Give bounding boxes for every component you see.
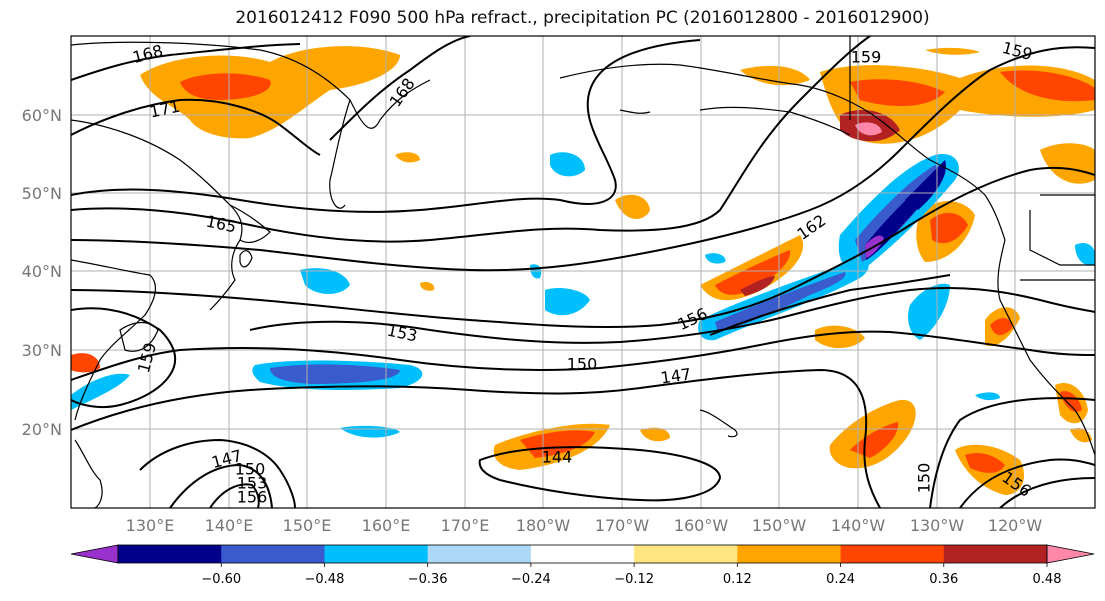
colorbar-segment — [634, 545, 738, 563]
precipitation-shading — [71, 46, 1095, 495]
longitude-label: 150°E — [283, 516, 332, 535]
latitude-label: 50°N — [22, 184, 62, 203]
colorbar-tick-label: −0.24 — [511, 572, 551, 587]
contour-lines — [71, 36, 1095, 508]
gridlines — [71, 36, 1095, 508]
contour-label: 150 — [235, 460, 266, 479]
contour-label: 144 — [542, 448, 573, 467]
coastlines — [71, 36, 1095, 508]
colorbar-tick-label: 0.12 — [723, 572, 752, 587]
longitude-label: 150°W — [752, 516, 807, 535]
longitude-label: 180°W — [516, 516, 571, 535]
contour-label: 159 — [851, 48, 882, 67]
contour-label: 153 — [237, 474, 268, 493]
colorbar-tick-label: 0.36 — [929, 572, 958, 587]
colorbar-segment — [943, 545, 1048, 563]
longitude-label: 140°W — [831, 516, 886, 535]
map-border — [70, 35, 1096, 509]
colorbar-extend-high — [1046, 544, 1095, 564]
longitude-label: 140°E — [205, 516, 254, 535]
contour-label: 150 — [915, 463, 934, 494]
colorbar-segment — [118, 545, 222, 563]
contour-label: 150 — [567, 355, 598, 374]
colorbar-outline — [117, 544, 1048, 564]
longitude-labels: 130°E 140°E 150°E 160°E 170°E 180°W 170°W 160°W… — [126, 516, 1043, 535]
colorbar-segment — [427, 545, 532, 563]
longitude-label: 130°W — [910, 516, 965, 535]
colorbar-tick-label: −0.12 — [614, 572, 654, 587]
colorbar-segment — [324, 545, 429, 563]
colorbar-tick-label: 0.24 — [826, 572, 855, 587]
latitude-labels: 60°N 50°N 40°N 30°N 20°N — [22, 106, 62, 439]
longitude-label: 170°W — [595, 516, 650, 535]
colorbar-tick-label: −0.48 — [305, 572, 345, 587]
latitude-label: 60°N — [22, 106, 62, 125]
colorbar-tick-label: −0.60 — [201, 572, 241, 587]
colorbar-tick-label: −0.36 — [408, 572, 448, 587]
colorbar-segment — [221, 545, 325, 563]
colorbar-extend-low — [70, 544, 119, 564]
colorbar-segment — [530, 545, 635, 563]
contour-label: 156 — [237, 488, 268, 507]
latitude-label: 20°N — [22, 420, 62, 439]
longitude-label: 170°E — [441, 516, 490, 535]
map-title: 2016012412 F090 500 hPa refract., precip… — [235, 8, 930, 28]
colorbar-tick-label: 0.48 — [1033, 572, 1062, 587]
colorbar-segment — [840, 545, 945, 563]
latitude-label: 40°N — [22, 262, 62, 281]
colorbar-segment — [737, 545, 842, 563]
longitude-label: 160°E — [362, 516, 411, 535]
contour-label: 147 — [659, 364, 692, 387]
colorbar: −0.60 −0.48 −0.36 −0.24 −0.12 0.12 0.24 0.36 0.4… — [70, 544, 1095, 587]
longitude-label: 160°W — [674, 516, 729, 535]
latitude-label: 30°N — [22, 341, 62, 360]
longitude-label: 130°E — [126, 516, 175, 535]
longitude-label: 120°W — [988, 516, 1043, 535]
